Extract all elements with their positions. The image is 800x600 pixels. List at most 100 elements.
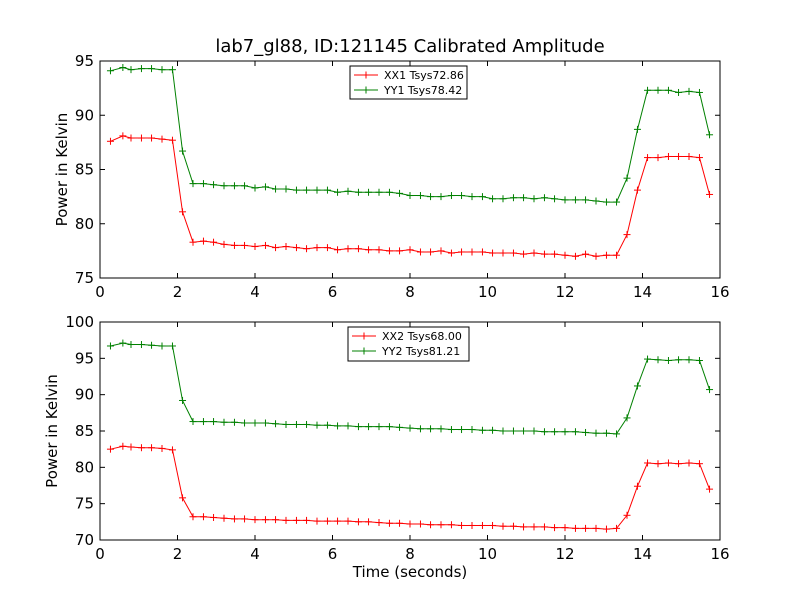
data-point [582,250,590,258]
data-point [148,134,156,142]
data-point [106,445,114,453]
data-point [458,248,466,256]
data-point [334,188,342,196]
x-tick-label: 12 [555,545,574,563]
data-point [230,515,238,523]
x-tick-label: 6 [328,545,338,563]
x-tick-label: 10 [478,283,497,301]
y-tick-label: 90 [75,386,94,404]
data-point [427,425,435,433]
data-point [137,65,145,73]
data-point [571,252,579,260]
data-point [179,208,187,216]
data-point [282,420,290,428]
data-point [199,513,207,521]
data-point [437,247,445,255]
data-point [199,237,207,245]
data-point [675,88,683,96]
data-point [168,66,176,74]
data-point [189,418,197,426]
y-axis-label: Power in Kelvin [43,374,61,488]
y-tick-label: 95 [75,349,94,367]
data-point [623,414,631,422]
data-point [540,428,548,436]
data-point [220,514,228,522]
y-tick-label: 70 [75,531,94,549]
data-point [571,428,579,436]
data-point [210,418,218,426]
x-tick-label: 8 [405,545,415,563]
data-point [323,244,331,252]
data-point [365,188,373,196]
data-point [220,240,228,248]
data-point [261,183,269,191]
data-point [210,513,218,521]
data-point [148,444,156,452]
data-point [582,428,590,436]
series-2 [106,64,714,206]
x-tick-label: 6 [328,283,338,301]
data-point [540,250,548,258]
y-tick-label: 80 [75,458,94,476]
series-2 [106,339,714,438]
data-point [282,516,290,524]
data-point [106,342,114,350]
data-point [613,198,621,206]
data-point [478,248,486,256]
data-point [675,356,683,364]
bottom-panel: 0 2 4 6 8 10 12 14 16 70 75 80 85 90 95 100 Power in Kel… [43,313,730,581]
data-point [447,192,455,200]
data-point [427,521,435,529]
legend-label: YY1 Tsys78.42 [383,84,462,97]
data-point [623,231,631,239]
top-panel: 0 2 4 6 8 10 12 14 16 75 80 85 90 95 Power in Kelvin XX… [53,52,730,301]
data-point [127,134,135,142]
data-point [602,525,610,533]
data-point [664,357,672,365]
data-point [447,426,455,434]
data-point [251,243,259,251]
data-point [530,523,538,531]
data-point [695,154,703,162]
data-point [148,65,156,73]
data-point [654,154,662,162]
data-point [282,243,290,251]
legend-entry: XX1 Tsys72.86 [354,69,464,82]
y-tick-label: 75 [75,269,94,287]
data-point [385,519,393,527]
data-point [189,238,197,246]
data-point [633,125,641,133]
data-point [334,246,342,254]
data-point [137,134,145,142]
data-point [323,421,331,429]
data-point [654,86,662,94]
data-point [354,518,362,526]
data-point [644,154,652,162]
data-point [127,66,135,74]
data-point [385,247,393,255]
x-tick-label: 4 [250,283,260,301]
data-point [520,250,528,258]
data-point [551,195,559,203]
data-point [168,446,176,454]
data-point [499,427,507,435]
data-point [385,188,393,196]
data-point [220,182,228,190]
data-point [179,396,187,404]
data-point [540,523,548,531]
data-point [551,524,559,532]
data-point [530,249,538,257]
data-point [706,131,714,139]
data-point [158,342,166,350]
data-point [582,524,590,532]
data-point [644,355,652,363]
data-point [468,426,476,434]
legend-box [347,326,470,362]
data-point [210,181,218,189]
legend-entry: YY2 Tsys81.21 [352,345,460,358]
data-point [437,521,445,529]
data-point [633,482,641,490]
data-point [458,426,466,434]
data-point [230,241,238,249]
data-point [158,66,166,74]
